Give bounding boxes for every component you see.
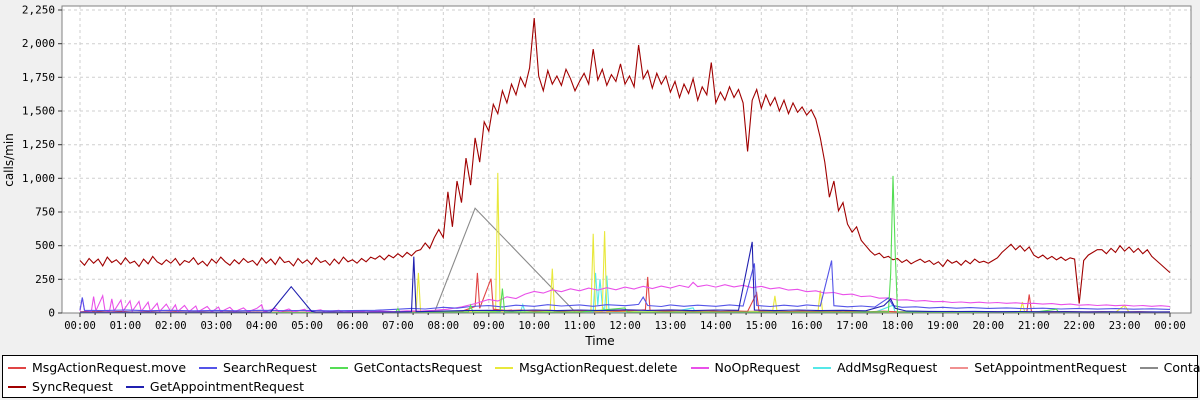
svg-text:500: 500 <box>35 239 55 252</box>
legend-label: AddMsgRequest <box>837 360 938 375</box>
legend-line-swatch <box>690 366 709 369</box>
svg-text:09:00: 09:00 <box>473 320 505 332</box>
legend-line-swatch <box>494 366 513 369</box>
legend: MsgActionRequest.move SearchRequest GetCon… <box>2 355 1200 398</box>
svg-text:250: 250 <box>35 273 55 286</box>
legend-label: NoOpRequest <box>714 360 801 375</box>
legend-line-swatch <box>199 366 218 369</box>
svg-text:00:00: 00:00 <box>1154 320 1186 332</box>
legend-item-GetContactsRequest: GetContactsRequest <box>329 358 482 377</box>
legend-label: SearchRequest <box>223 360 317 375</box>
legend-label: MsgActionRequest.move <box>32 360 187 375</box>
legend-item-SyncRequest: SyncRequest <box>8 377 113 396</box>
svg-text:16:00: 16:00 <box>791 320 823 332</box>
legend-item-MsgActionRequest.delete: MsgActionRequest.delete <box>494 358 678 377</box>
svg-text:23:00: 23:00 <box>1109 320 1141 332</box>
svg-text:00:00: 00:00 <box>64 320 96 332</box>
plot-area: 0 250 500 750 1,000 1,250 1,500 1,750 2,000 2,250… <box>21 3 1192 332</box>
svg-text:17:00: 17:00 <box>836 320 868 332</box>
svg-text:21:00: 21:00 <box>1018 320 1050 332</box>
svg-text:10:00: 10:00 <box>518 320 550 332</box>
svg-text:07:00: 07:00 <box>382 320 414 332</box>
legend-line-swatch <box>8 366 26 369</box>
svg-text:06:00: 06:00 <box>337 320 369 332</box>
svg-text:05:00: 05:00 <box>291 320 323 332</box>
legend-item-ContactActionRequest.delete: ContactActionRequest.delete <box>1139 358 1200 377</box>
legend-line-swatch <box>813 366 832 369</box>
svg-text:750: 750 <box>35 206 55 219</box>
legend-item-NoOpRequest: NoOpRequest <box>690 358 801 377</box>
legend-line-swatch <box>950 366 969 369</box>
legend-label: MsgActionRequest.delete <box>518 360 678 375</box>
legend-line-swatch <box>8 385 26 388</box>
svg-text:03:00: 03:00 <box>200 320 232 332</box>
x-axis-title: Time <box>585 334 615 348</box>
svg-text:15:00: 15:00 <box>745 320 777 332</box>
legend-item-SetAppointmentRequest: SetAppointmentRequest <box>950 358 1127 377</box>
svg-text:01:00: 01:00 <box>110 320 142 332</box>
legend-row: SyncRequest GetAppointmentRequest <box>8 377 1192 396</box>
svg-text:1,000: 1,000 <box>22 172 55 185</box>
legend-label: SetAppointmentRequest <box>974 360 1127 375</box>
svg-text:04:00: 04:00 <box>246 320 278 332</box>
svg-text:2,250: 2,250 <box>22 4 55 17</box>
svg-text:2,000: 2,000 <box>22 37 55 50</box>
legend-item-MsgActionRequest.move: MsgActionRequest.move <box>8 358 186 377</box>
legend-item-SearchRequest: SearchRequest <box>199 358 317 377</box>
legend-line-swatch <box>125 385 144 388</box>
svg-text:0: 0 <box>48 307 55 320</box>
svg-text:20:00: 20:00 <box>972 320 1004 332</box>
svg-text:11:00: 11:00 <box>564 320 596 332</box>
svg-text:19:00: 19:00 <box>927 320 959 332</box>
svg-text:22:00: 22:00 <box>1063 320 1095 332</box>
legend-item-GetAppointmentRequest: GetAppointmentRequest <box>125 377 305 396</box>
svg-text:08:00: 08:00 <box>427 320 459 332</box>
svg-text:1,750: 1,750 <box>22 71 55 84</box>
calls-per-minute-chart: 0 250 500 750 1,000 1,250 1,500 1,750 2,000 2,250… <box>2 3 1192 348</box>
legend-label: ContactActionRequest.delete <box>1163 360 1200 375</box>
svg-text:13:00: 13:00 <box>655 320 687 332</box>
svg-text:18:00: 18:00 <box>882 320 914 332</box>
svg-text:14:00: 14:00 <box>700 320 732 332</box>
svg-text:02:00: 02:00 <box>155 320 187 332</box>
svg-text:1,250: 1,250 <box>22 138 55 151</box>
legend-label: GetContactsRequest <box>353 360 482 375</box>
legend-line-swatch <box>1139 366 1158 369</box>
legend-line-swatch <box>329 366 348 369</box>
legend-label: SyncRequest <box>32 379 113 394</box>
legend-label: GetAppointmentRequest <box>149 379 305 394</box>
svg-text:12:00: 12:00 <box>609 320 641 332</box>
legend-item-AddMsgRequest: AddMsgRequest <box>813 358 937 377</box>
y-axis-title: calls/min <box>2 133 16 187</box>
svg-text:1,500: 1,500 <box>22 105 55 118</box>
legend-row: MsgActionRequest.move SearchRequest GetCon… <box>8 358 1200 377</box>
